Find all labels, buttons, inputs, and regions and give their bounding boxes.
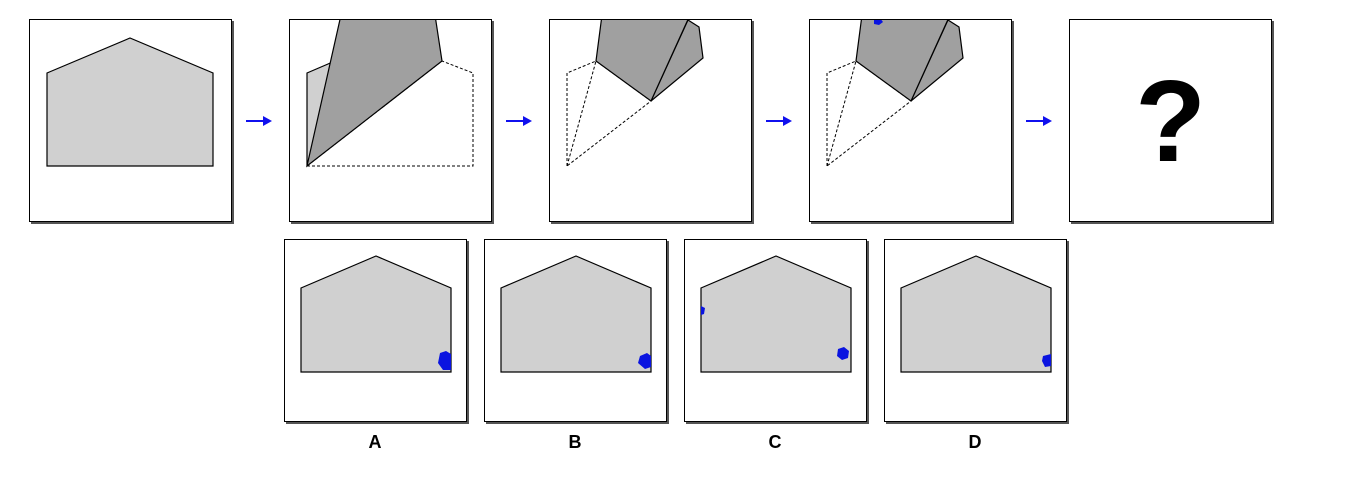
option-b-panel[interactable]: [484, 239, 667, 422]
option-d-panel[interactable]: [884, 239, 1067, 422]
folded-flap-front: [855, 20, 949, 102]
punched-hole: [1042, 354, 1051, 367]
sequence-step-1: [29, 19, 232, 222]
paper-pentagon: [500, 255, 652, 373]
unfolded-outline: [566, 60, 652, 167]
punched-hole: [874, 20, 883, 25]
option-c-panel[interactable]: [684, 239, 867, 422]
punched-hole: [438, 351, 451, 370]
option-b-figure: [500, 255, 652, 373]
arrow-icon: [1026, 116, 1052, 126]
option-d-figure: [900, 255, 1052, 373]
arrow-icon: [246, 116, 272, 126]
arrow-icon: [766, 116, 792, 126]
sequence-step-2: [289, 19, 492, 222]
first-fold-figure: [305, 20, 474, 168]
paper-pentagon: [46, 37, 214, 167]
folded-flap-front: [595, 20, 689, 102]
sequence-step-3: [549, 19, 752, 222]
second-fold-figure: [566, 20, 704, 167]
sequence-step-unknown: ?: [1069, 19, 1272, 222]
option-c-label: C: [768, 432, 782, 452]
punched-hole: [701, 306, 705, 315]
option-a-panel[interactable]: [284, 239, 467, 422]
question-mark: ?: [1135, 55, 1206, 186]
unfolded-outline: [305, 60, 474, 167]
punched-fold-figure: [826, 20, 964, 167]
paper-pentagon: [300, 255, 452, 373]
sequence-step-4: [809, 19, 1012, 222]
option-d-label: D: [968, 432, 982, 452]
paper-pentagon: [700, 255, 852, 373]
arrow-icon: [506, 116, 532, 126]
paper-pentagon: [900, 255, 1052, 373]
option-a-label: A: [368, 432, 382, 452]
folded-flap: [306, 20, 443, 168]
option-c-figure: [700, 255, 852, 373]
option-a-figure: [300, 255, 452, 373]
punched-hole: [837, 347, 849, 360]
unfolded-outline: [826, 60, 912, 167]
punched-hole: [638, 353, 651, 369]
pentagon-paper-figure: [46, 37, 214, 167]
option-b-label: B: [568, 432, 582, 452]
